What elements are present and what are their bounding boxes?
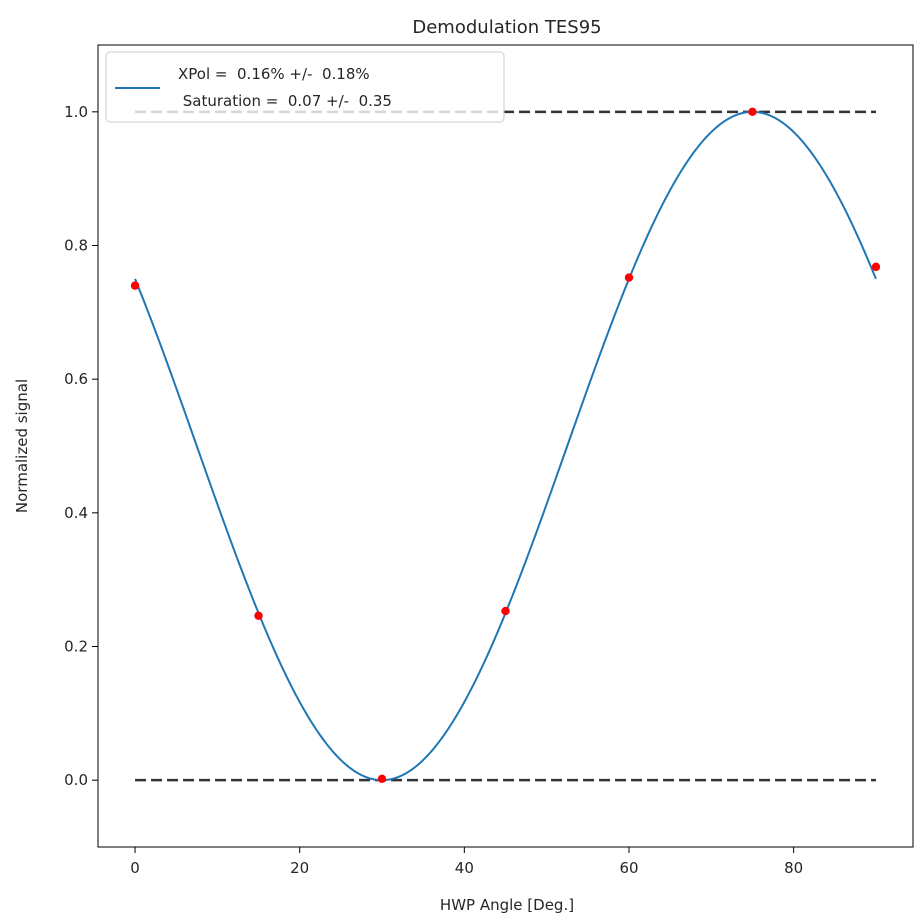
x-tick-label: 60 [619, 859, 638, 877]
legend: XPol = 0.16% +/- 0.18% Saturation = 0.07… [105, 51, 505, 123]
data-point [377, 774, 387, 784]
y-tick-label: 0.6 [64, 370, 88, 388]
axes-frame [97, 44, 914, 848]
data-point [501, 606, 510, 616]
x-axis-ticks: 0 20 40 60 80 [130, 847, 803, 877]
chart-title: Demodulation TES95 [412, 17, 601, 38]
data-point [130, 281, 140, 290]
y-tick-label: 0.4 [64, 504, 88, 522]
y-axis-label: Normalized signal [13, 379, 31, 513]
legend-box [105, 51, 505, 123]
data-point [748, 107, 757, 117]
x-tick-label: 80 [784, 859, 803, 877]
data-point [254, 611, 263, 620]
data-points [130, 107, 881, 784]
y-axis-ticks: 0.0 0.2 0.4 0.6 0.8 1.0 [64, 103, 98, 789]
reference-lines [135, 110, 876, 782]
data-point [624, 273, 634, 282]
plot-area [130, 107, 881, 784]
legend-label-xpol: XPol = 0.16% +/- 0.18% [178, 65, 370, 83]
fit-curve-line [134, 110, 877, 782]
y-tick-label: 0.2 [64, 638, 88, 656]
y-tick-label: 0.8 [64, 237, 88, 255]
legend-label-saturation: Saturation = 0.07 +/- 0.35 [178, 92, 392, 110]
x-tick-label: 20 [290, 859, 309, 877]
y-tick-label: 1.0 [64, 103, 88, 121]
x-axis-label: HWP Angle [Deg.] [440, 896, 574, 914]
data-point [871, 262, 881, 272]
x-tick-label: 40 [455, 859, 474, 877]
y-tick-label: 0.0 [64, 771, 88, 789]
x-tick-label: 0 [130, 859, 140, 877]
